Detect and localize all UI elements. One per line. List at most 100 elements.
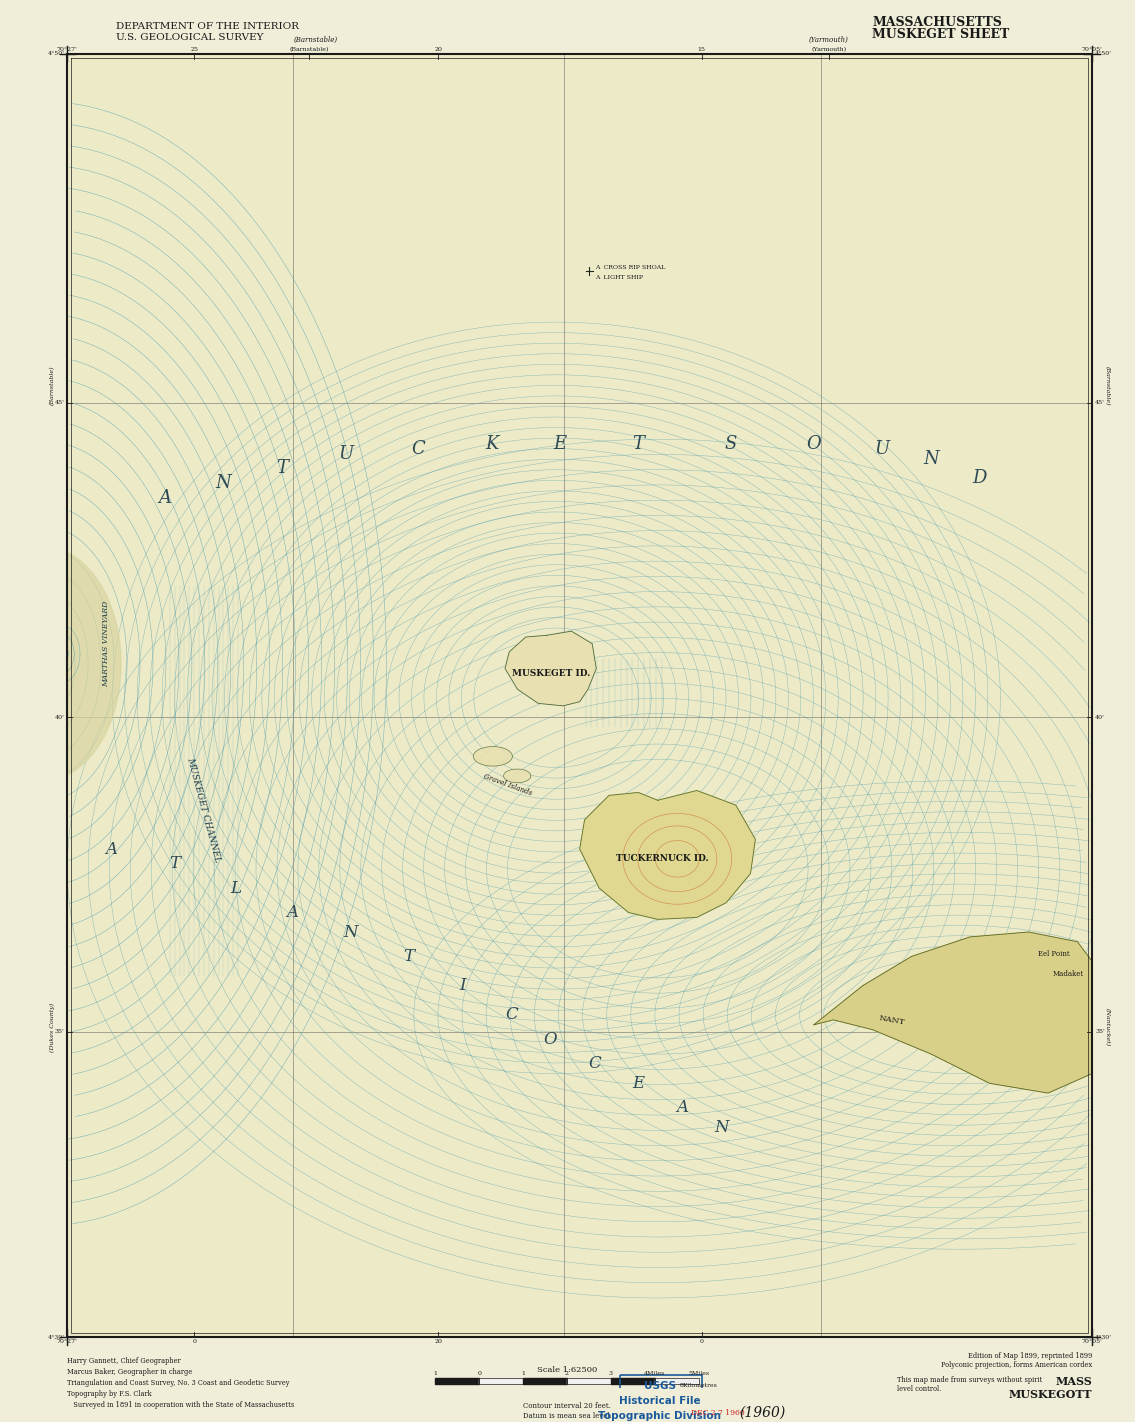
Text: 4°50': 4°50' <box>1095 51 1112 57</box>
Text: 5Miles: 5Miles <box>688 1371 709 1376</box>
Text: Scale 1:62500: Scale 1:62500 <box>537 1367 597 1374</box>
Text: 15: 15 <box>698 47 706 51</box>
Text: C: C <box>588 1055 600 1072</box>
Text: 70°05': 70°05' <box>1082 1340 1102 1344</box>
Text: MUSKEGET CHANNEL: MUSKEGET CHANNEL <box>185 757 222 863</box>
Polygon shape <box>504 769 531 782</box>
Text: DEPARTMENT OF THE INTERIOR: DEPARTMENT OF THE INTERIOR <box>116 23 300 31</box>
Text: Datum is mean sea level.: Datum is mean sea level. <box>522 1412 612 1421</box>
Polygon shape <box>479 1378 523 1384</box>
Text: (Barnstable): (Barnstable) <box>289 47 329 51</box>
Text: 0: 0 <box>192 1340 196 1344</box>
Text: 4°30': 4°30' <box>48 1334 65 1340</box>
Text: N: N <box>343 923 358 940</box>
Text: 35': 35' <box>54 1030 65 1034</box>
Text: Gravel Islands: Gravel Islands <box>482 772 532 798</box>
Text: U.S. GEOLOGICAL SURVEY: U.S. GEOLOGICAL SURVEY <box>116 33 263 43</box>
Polygon shape <box>523 1378 568 1384</box>
Text: 4Miles: 4Miles <box>645 1371 665 1376</box>
Text: MUSKEGET ID.: MUSKEGET ID. <box>512 668 590 678</box>
Text: MUSKEGET SHEET: MUSKEGET SHEET <box>873 28 1010 41</box>
Text: S: S <box>725 435 737 454</box>
Text: T: T <box>632 435 645 454</box>
Text: 35': 35' <box>1095 1030 1104 1034</box>
Text: A  LIGHT SHIP: A LIGHT SHIP <box>596 274 644 280</box>
Text: 1: 1 <box>434 1371 437 1376</box>
Text: O: O <box>544 1031 557 1048</box>
Text: U: U <box>875 439 890 458</box>
Text: U: U <box>338 445 353 462</box>
Text: TUCKERNUCK ID.: TUCKERNUCK ID. <box>616 855 709 863</box>
Text: 20: 20 <box>435 1340 443 1344</box>
Text: N: N <box>216 474 232 492</box>
Text: 4°50': 4°50' <box>48 51 65 57</box>
Text: MASS
MUSKEGOTT: MASS MUSKEGOTT <box>1009 1376 1092 1399</box>
Text: (Barnstable): (Barnstable) <box>50 365 56 405</box>
Polygon shape <box>473 747 512 766</box>
Text: Contour interval 20 feet.: Contour interval 20 feet. <box>523 1402 611 1411</box>
Text: T: T <box>169 855 180 872</box>
Polygon shape <box>611 1378 655 1384</box>
Text: 2: 2 <box>565 1371 569 1376</box>
Text: D: D <box>973 469 987 488</box>
Text: I: I <box>460 977 465 994</box>
Text: MASSACHUSETTS: MASSACHUSETTS <box>873 16 1002 30</box>
Polygon shape <box>655 1389 699 1395</box>
Text: A: A <box>106 840 117 857</box>
Text: 70°27': 70°27' <box>57 47 78 51</box>
Text: Polyconic projection, forms American cordex: Polyconic projection, forms American cor… <box>941 1361 1092 1369</box>
Polygon shape <box>435 1389 479 1395</box>
Text: Eel Point: Eel Point <box>1039 950 1070 958</box>
Polygon shape <box>67 546 121 781</box>
Text: N: N <box>714 1119 729 1136</box>
Text: C: C <box>505 1007 518 1024</box>
Text: K: K <box>485 435 498 454</box>
Text: Harry Gannett, Chief Geographer
Marcus Baker, Geographer in charge
Triangulation: Harry Gannett, Chief Geographer Marcus B… <box>67 1357 295 1409</box>
Polygon shape <box>655 1378 699 1384</box>
Text: 4°30': 4°30' <box>1095 1334 1112 1340</box>
Text: (Barnstable): (Barnstable) <box>294 36 338 44</box>
Text: A: A <box>159 489 171 506</box>
Text: 45': 45' <box>1095 400 1104 405</box>
Text: Madaket: Madaket <box>1053 970 1084 978</box>
Text: NANT: NANT <box>878 1014 906 1027</box>
Polygon shape <box>580 791 756 920</box>
Text: USGS
Historical File
Topographic Division: USGS Historical File Topographic Divisio… <box>598 1381 721 1421</box>
Text: 0: 0 <box>699 1340 704 1344</box>
Text: 70°27': 70°27' <box>57 1340 78 1344</box>
Text: 0: 0 <box>477 1371 481 1376</box>
Polygon shape <box>568 1389 611 1395</box>
Text: (1960): (1960) <box>739 1406 785 1421</box>
Text: 45': 45' <box>54 400 65 405</box>
Text: 1: 1 <box>521 1371 526 1376</box>
Text: (Barnstable): (Barnstable) <box>1104 365 1109 405</box>
Polygon shape <box>523 1389 568 1395</box>
Text: DEC 2 7 1960: DEC 2 7 1960 <box>691 1409 746 1418</box>
Text: (Yarmouth): (Yarmouth) <box>812 47 846 51</box>
Text: O: O <box>807 435 822 454</box>
Text: Edition of Map 1899, reprinted 1899: Edition of Map 1899, reprinted 1899 <box>968 1352 1092 1359</box>
Text: 70°05': 70°05' <box>1082 47 1102 51</box>
Text: A: A <box>286 904 297 921</box>
Polygon shape <box>435 1378 479 1384</box>
Text: (Nantucket): (Nantucket) <box>1104 1008 1109 1047</box>
Text: 3: 3 <box>609 1371 613 1376</box>
Polygon shape <box>479 1389 523 1395</box>
Text: T: T <box>403 948 414 966</box>
Text: A  CROSS RIP SHOAL: A CROSS RIP SHOAL <box>596 264 666 270</box>
Text: MARTHAS VINEYARD: MARTHAS VINEYARD <box>102 602 110 687</box>
Text: (Yarmouth): (Yarmouth) <box>808 36 848 44</box>
Text: 20: 20 <box>435 47 443 51</box>
Polygon shape <box>568 1378 611 1384</box>
Text: N: N <box>923 449 939 468</box>
Text: This map made from surveys without spirit
level control.: This map made from surveys without spiri… <box>897 1376 1042 1394</box>
Text: 25: 25 <box>191 47 199 51</box>
Text: 40': 40' <box>1095 715 1104 720</box>
Polygon shape <box>505 631 596 705</box>
Polygon shape <box>611 1389 655 1395</box>
Polygon shape <box>814 931 1092 1094</box>
Text: C: C <box>412 439 426 458</box>
Text: E: E <box>554 435 566 454</box>
Text: A: A <box>676 1099 688 1116</box>
Text: T: T <box>276 459 288 478</box>
